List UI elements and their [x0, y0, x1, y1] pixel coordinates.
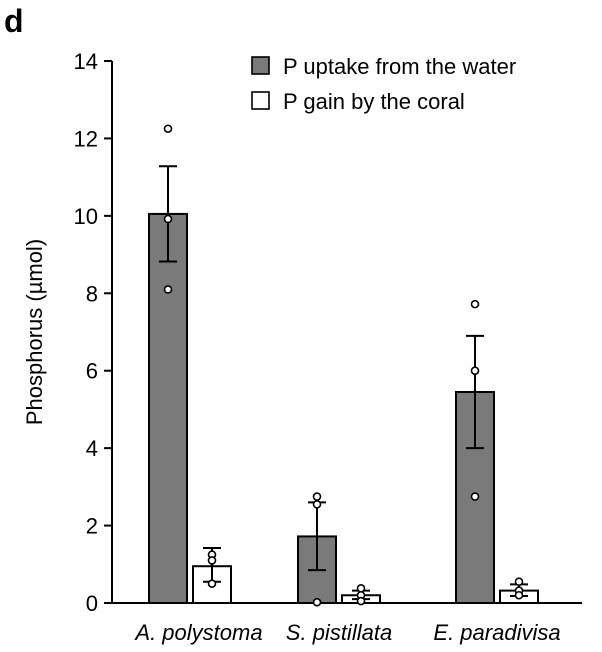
y-tick-label: 4 — [86, 436, 98, 461]
x-category-label: A. polystoma — [133, 620, 262, 645]
error-bars — [159, 165, 528, 601]
data-points — [163, 124, 524, 607]
data-point — [312, 492, 322, 501]
data-point — [470, 492, 480, 501]
x-category-label: E. paradivisa — [433, 620, 560, 645]
data-point — [470, 366, 480, 376]
bars — [148, 212, 539, 605]
legend-label: P uptake from the water — [283, 54, 516, 79]
legend-swatch — [251, 91, 270, 110]
y-tick-label: 0 — [86, 591, 98, 616]
y-axis: 0 2 4 6 8 10 12 14 — [74, 49, 113, 616]
data-point — [207, 579, 217, 588]
data-point — [356, 596, 366, 606]
x-axis: A. polystoma S. pistillata E. paradivisa — [111, 602, 582, 645]
data-point — [356, 583, 366, 593]
legend-label: P gain by the coral — [283, 89, 465, 114]
data-point — [312, 597, 322, 607]
y-tick-label: 2 — [86, 514, 98, 539]
data-point — [163, 124, 173, 134]
y-tick-label: 14 — [74, 49, 98, 74]
y-axis-title: Phosphorus (µmol) — [22, 239, 47, 425]
data-point — [207, 556, 217, 565]
y-tick-label: 12 — [74, 126, 98, 151]
panel-label: d — [4, 3, 24, 39]
data-point — [163, 285, 173, 294]
y-tick-label: 6 — [86, 359, 98, 384]
data-point — [514, 577, 524, 587]
data-point — [312, 499, 322, 509]
legend: P uptake from the water P gain by the cor… — [251, 54, 516, 114]
data-point — [470, 299, 480, 309]
data-point — [163, 214, 173, 224]
bar — [148, 212, 188, 605]
y-tick-label: 10 — [74, 204, 98, 229]
x-category-label: S. pistillata — [286, 620, 392, 645]
y-tick-label: 8 — [86, 281, 98, 306]
data-point — [514, 590, 524, 600]
legend-swatch — [251, 56, 270, 75]
